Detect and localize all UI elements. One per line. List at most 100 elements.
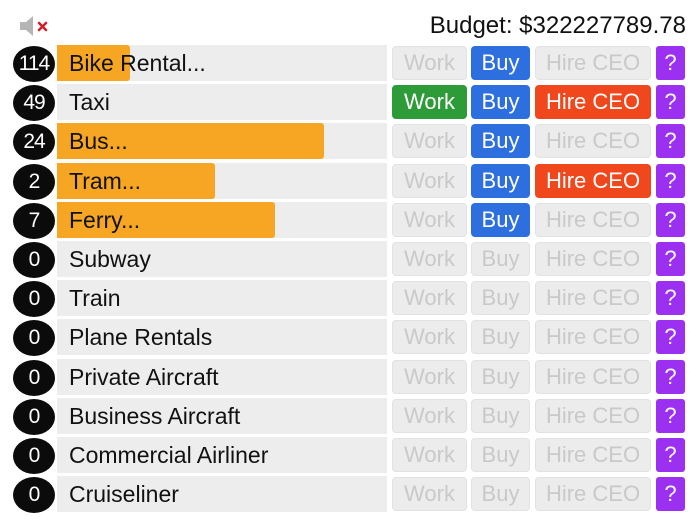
business-name: Commercial Airliner xyxy=(69,441,269,468)
business-name-cell[interactable]: Commercial Airliner xyxy=(57,436,387,473)
business-name-cell[interactable]: Taxi xyxy=(57,84,387,121)
business-name: Bike Rental... xyxy=(69,50,206,76)
business-name: Train xyxy=(69,285,121,312)
business-row: 2 Tram... Work Buy Hire CEO? xyxy=(0,162,700,201)
business-row: 7 Ferry... Work Buy Hire CEO? xyxy=(0,201,700,240)
business-row: 49 Taxi Work Buy Hire CEO? xyxy=(0,83,700,122)
work-button[interactable]: Work xyxy=(392,398,467,433)
owned-count-badge: 0 xyxy=(13,241,55,278)
business-row: 0 Business Aircraft Work Buy Hire CEO? xyxy=(0,397,700,436)
business-name-cell[interactable]: Cruiseliner xyxy=(57,476,387,513)
help-button[interactable]: ? xyxy=(656,163,685,198)
business-name: Bus... xyxy=(69,128,128,155)
buy-button[interactable]: Buy xyxy=(471,202,530,237)
work-progress-bar xyxy=(57,123,325,160)
help-button[interactable]: ? xyxy=(656,359,685,394)
hire-ceo-button[interactable]: Hire CEO xyxy=(535,477,651,512)
buy-button[interactable]: Buy xyxy=(471,85,530,120)
owned-count-badge: 0 xyxy=(13,281,55,318)
business-name-cell[interactable]: Subway xyxy=(57,240,387,277)
hire-ceo-button[interactable]: Hire CEO xyxy=(535,85,651,120)
business-name: Subway xyxy=(69,245,151,272)
help-button[interactable]: ? xyxy=(656,241,685,276)
hire-ceo-button[interactable]: Hire CEO xyxy=(535,359,651,394)
business-name-cell[interactable]: Ferry... xyxy=(57,201,387,238)
hire-ceo-button[interactable]: Hire CEO xyxy=(535,46,651,80)
help-button[interactable]: ? xyxy=(656,85,685,120)
top-bar: Budget: $322227789.78 xyxy=(0,0,700,44)
business-name: Tram... xyxy=(69,167,141,194)
owned-count-badge: 24 xyxy=(13,124,55,161)
help-button[interactable]: ? xyxy=(656,398,685,433)
hire-ceo-button[interactable]: Hire CEO xyxy=(535,163,651,198)
budget-display: Budget: $322227789.78 xyxy=(429,12,686,39)
buy-button[interactable]: Buy xyxy=(471,320,530,355)
business-name-cell[interactable]: Bike Rental... xyxy=(57,45,387,81)
business-row: 0 Plane Rentals Work Buy Hire CEO? xyxy=(0,318,700,357)
business-name-cell[interactable]: Bus... xyxy=(57,123,387,160)
help-button[interactable]: ? xyxy=(656,477,685,512)
work-button[interactable]: Work xyxy=(392,359,467,394)
business-row: 0 Cruiseliner Work Buy Hire CEO? xyxy=(0,475,700,514)
business-name-cell[interactable]: Private Aircraft xyxy=(57,358,387,395)
business-name: Ferry... xyxy=(69,206,141,233)
buy-button[interactable]: Buy xyxy=(471,281,530,316)
hire-ceo-button[interactable]: Hire CEO xyxy=(535,398,651,433)
hire-ceo-button[interactable]: Hire CEO xyxy=(535,241,651,276)
hire-ceo-button[interactable]: Hire CEO xyxy=(535,437,651,472)
work-button[interactable]: Work xyxy=(392,281,467,316)
business-row: 0 Private Aircraft Work Buy Hire CEO? xyxy=(0,358,700,397)
buy-button[interactable]: Buy xyxy=(471,163,530,198)
help-button[interactable]: ? xyxy=(656,124,685,159)
hire-ceo-button[interactable]: Hire CEO xyxy=(535,281,651,316)
business-name-cell[interactable]: Train xyxy=(57,280,387,317)
owned-count-badge: 2 xyxy=(13,163,55,200)
business-row: 0 Commercial Airliner Work Buy Hire CEO? xyxy=(0,436,700,475)
buy-button[interactable]: Buy xyxy=(471,437,530,472)
buy-button[interactable]: Buy xyxy=(471,241,530,276)
business-row: 24 Bus... Work Buy Hire CEO? xyxy=(0,122,700,161)
owned-count-badge: 7 xyxy=(13,202,55,239)
business-name: Plane Rentals xyxy=(69,324,213,351)
buy-button[interactable]: Buy xyxy=(471,124,530,159)
business-name: Taxi xyxy=(69,89,110,116)
work-button[interactable]: Work xyxy=(392,241,467,276)
owned-count-badge: 0 xyxy=(13,398,55,435)
buy-button[interactable]: Buy xyxy=(471,46,530,80)
work-button[interactable]: Work xyxy=(392,437,467,472)
business-name: Private Aircraft xyxy=(69,363,219,390)
buy-button[interactable]: Buy xyxy=(471,477,530,512)
work-button[interactable]: Work xyxy=(392,477,467,512)
work-button[interactable]: Work xyxy=(392,163,467,198)
help-button[interactable]: ? xyxy=(656,320,685,355)
work-progress-bar xyxy=(57,45,130,81)
help-button[interactable]: ? xyxy=(656,437,685,472)
business-name-cell[interactable]: Plane Rentals xyxy=(57,319,387,356)
owned-count-badge: 114 xyxy=(13,46,55,82)
business-name: Cruiseliner xyxy=(69,481,179,508)
speaker-muted-icon[interactable] xyxy=(18,14,52,38)
owned-count-badge: 0 xyxy=(13,437,55,474)
work-button[interactable]: Work xyxy=(392,202,467,237)
owned-count-badge: 0 xyxy=(13,477,55,514)
business-row: 0 Subway Work Buy Hire CEO? xyxy=(0,240,700,279)
hire-ceo-button[interactable]: Hire CEO xyxy=(535,320,651,355)
owned-count-badge: 0 xyxy=(13,359,55,396)
hire-ceo-button[interactable]: Hire CEO xyxy=(535,124,651,159)
business-row: 114 Bike Rental... Work Buy Hire CEO? xyxy=(0,44,700,83)
help-button[interactable]: ? xyxy=(656,202,685,237)
business-name: Business Aircraft xyxy=(69,402,241,429)
help-button[interactable]: ? xyxy=(656,281,685,316)
help-button[interactable]: ? xyxy=(656,46,685,80)
work-button[interactable]: Work xyxy=(392,124,467,159)
work-button[interactable]: Work xyxy=(392,85,467,120)
work-button[interactable]: Work xyxy=(392,320,467,355)
hire-ceo-button[interactable]: Hire CEO xyxy=(535,202,651,237)
business-name-cell[interactable]: Tram... xyxy=(57,162,387,199)
business-row: 0 Train Work Buy Hire CEO? xyxy=(0,279,700,318)
buy-button[interactable]: Buy xyxy=(471,398,530,433)
owned-count-badge: 0 xyxy=(13,320,55,357)
buy-button[interactable]: Buy xyxy=(471,359,530,394)
business-name-cell[interactable]: Business Aircraft xyxy=(57,397,387,434)
work-button[interactable]: Work xyxy=(392,46,467,80)
